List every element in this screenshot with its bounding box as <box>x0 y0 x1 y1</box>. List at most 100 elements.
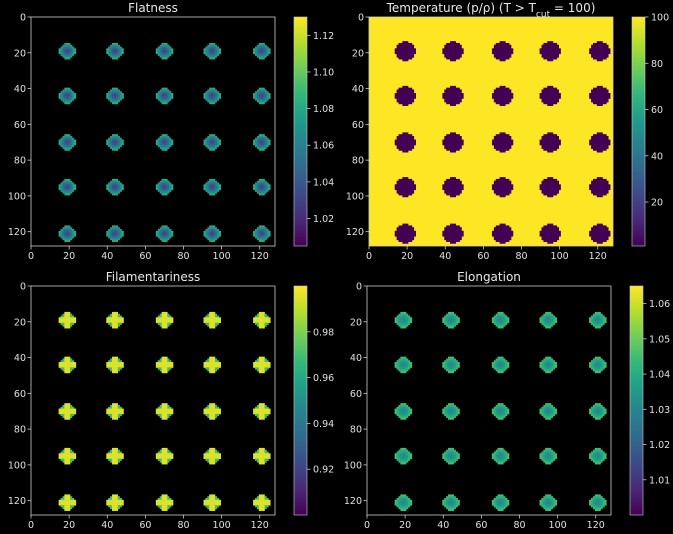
colorbar: 20 40 60 80 100 <box>631 13 669 247</box>
heatmap-blob <box>203 87 221 105</box>
heatmap-blob <box>491 447 510 465</box>
heatmap-blob <box>106 311 124 329</box>
y-tick-label: 20 <box>352 48 364 59</box>
colorbar-tick-label: 1.04 <box>313 177 334 188</box>
heatmap-blob <box>394 356 413 374</box>
heatmap-blob <box>442 41 464 62</box>
colorbar-tick-label: 0.96 <box>313 373 334 384</box>
x-tick-label: 80 <box>513 520 525 531</box>
colorbar-frame <box>293 285 308 516</box>
colorbar-tick-label: 1.06 <box>313 141 334 152</box>
heatmap-blob <box>155 403 174 420</box>
heatmap-blob <box>106 134 124 151</box>
heatmap-blob <box>106 403 124 420</box>
panel-elongation: Elongation 0 20 40 60 80 100 120 0 20 40 60 80 100 120… <box>344 270 670 531</box>
heatmap-blob <box>155 134 174 151</box>
heatmap-blob <box>155 42 174 60</box>
heatmap-blob <box>58 42 77 60</box>
colorbar-gradient <box>294 286 307 515</box>
colorbar-tick-label: 1.06 <box>649 299 670 310</box>
y-tick-label: 80 <box>14 425 26 436</box>
heatmap-blob <box>106 494 124 511</box>
heatmap-blob <box>589 494 607 511</box>
heatmap-blob <box>253 311 271 329</box>
colorbar-frame <box>293 16 308 247</box>
heatmap-blob <box>394 447 413 465</box>
heatmap-blob <box>58 447 77 465</box>
heatmap-blob <box>253 178 271 196</box>
x-tick-label: 20 <box>63 520 75 531</box>
heatmap-blob <box>442 494 460 511</box>
heatmap-blob <box>442 311 460 329</box>
heatmap-blob <box>253 403 271 420</box>
heatmap-blob <box>394 311 413 329</box>
y-tick-label: 40 <box>14 353 26 364</box>
heatmap-blob <box>394 403 413 420</box>
x-tick-label: 0 <box>28 520 34 531</box>
heatmap-blob <box>253 42 271 60</box>
heatmap-blob <box>539 177 561 198</box>
chart-title: Flatness <box>128 1 178 15</box>
colorbar-frame <box>631 16 646 247</box>
heatmap-blob <box>589 356 607 374</box>
x-tick-label: 120 <box>589 251 607 262</box>
heatmap-blob <box>253 134 271 151</box>
x-tick-label: 120 <box>251 520 269 531</box>
colorbar-tick-label: 80 <box>651 59 663 70</box>
chart-title: Filamentariness <box>106 270 201 284</box>
y-tick-label: 0 <box>356 282 362 293</box>
colorbar-frame <box>629 285 644 516</box>
heatmap-blob <box>253 494 271 511</box>
colorbar-tick-label: 0.98 <box>313 327 334 338</box>
colorbar-tick-label: 0.92 <box>313 465 334 476</box>
heatmap-blob <box>491 223 514 244</box>
y-tick-label: 40 <box>350 353 362 364</box>
heatmap-blob <box>253 356 271 374</box>
heatmap-blob <box>58 494 77 511</box>
heatmap-blob <box>203 403 221 420</box>
colorbar-tick-label: 1.04 <box>649 370 670 381</box>
heatmap-blob <box>155 87 174 105</box>
y-tick-label: 80 <box>352 156 364 167</box>
heatmap-blob <box>58 403 77 420</box>
x-tick-label: 0 <box>28 251 34 262</box>
heatmap-blob <box>394 85 417 106</box>
heatmap-blob <box>106 178 124 196</box>
heatmap-blob <box>539 41 561 62</box>
heatmap-blob <box>203 225 221 242</box>
y-tick-label: 60 <box>350 389 362 400</box>
x-tick-label: 100 <box>213 520 231 531</box>
heatmap-blob <box>394 41 417 62</box>
heatmap-blob <box>491 403 510 420</box>
x-tick-label: 40 <box>439 251 451 262</box>
colorbar: 1.01 1.02 1.03 1.04 1.05 1.06 <box>629 285 670 516</box>
heatmap-blob <box>106 356 124 374</box>
x-tick-label: 100 <box>551 251 569 262</box>
x-tick-label: 20 <box>399 520 411 531</box>
heatmap-blob <box>539 356 557 374</box>
heatmap-blob <box>442 132 464 153</box>
x-tick-label: 60 <box>139 520 151 531</box>
heatmap-blob <box>203 134 221 151</box>
heatmap-blob <box>491 494 510 511</box>
heatmap-blob <box>589 447 607 465</box>
heatmap-blob <box>155 178 174 196</box>
heatmap-blob <box>491 177 514 198</box>
x-tick-label: 40 <box>101 520 113 531</box>
colorbar-tick-label: 1.03 <box>649 405 670 416</box>
y-tick-label: 80 <box>14 156 26 167</box>
y-tick-label: 40 <box>352 84 364 95</box>
heatmap-blob <box>253 447 271 465</box>
y-tick-label: 120 <box>8 496 26 507</box>
y-tick-label: 0 <box>20 282 26 293</box>
heatmap-blob <box>491 85 514 106</box>
heatmap-blob <box>155 311 174 329</box>
heatmap-blob <box>539 223 561 244</box>
panel-filamentariness: Filamentariness 0 20 40 60 80 100 120 0 20 40 60 80 1… <box>8 270 334 531</box>
x-tick-label: 120 <box>587 520 605 531</box>
heatmap-blob <box>203 494 221 511</box>
x-tick-label: 40 <box>437 520 449 531</box>
x-tick-label: 80 <box>177 251 189 262</box>
colorbar-gradient <box>630 286 643 515</box>
x-tick-label: 120 <box>251 251 269 262</box>
